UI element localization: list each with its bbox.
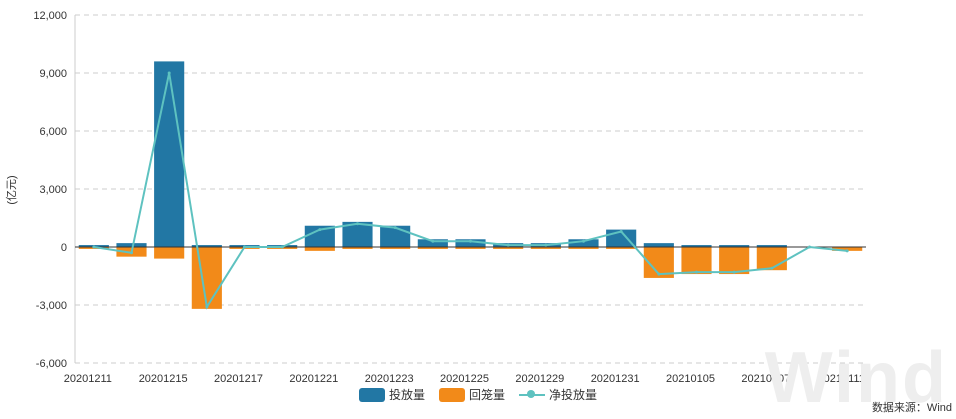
net-point xyxy=(506,243,510,247)
net-point xyxy=(205,305,209,309)
bar-issuance xyxy=(568,239,599,247)
bar-withdrawal xyxy=(191,247,222,309)
y-tick-label: -3,000 xyxy=(36,300,67,312)
net-point xyxy=(130,251,133,255)
x-tick-label: 20201231 xyxy=(591,373,640,385)
bar-withdrawal xyxy=(455,247,486,249)
net-point xyxy=(356,222,359,226)
legend-label-withdrawal: 回笼量 xyxy=(468,388,505,402)
net-point xyxy=(167,71,171,75)
bar-withdrawal xyxy=(380,247,411,249)
y-tick-label: 0 xyxy=(61,242,67,254)
grid-lines xyxy=(74,14,866,364)
net-point xyxy=(431,239,435,243)
x-tick-label: 20201217 xyxy=(214,373,263,385)
bar-withdrawal xyxy=(719,247,750,275)
bar-issuance xyxy=(643,243,674,247)
legend-item-net[interactable]: 净投放量 xyxy=(519,386,597,403)
bar-issuance xyxy=(304,225,335,247)
y-tick-label: 3,000 xyxy=(39,184,67,196)
legend: 投放量 回笼量 净投放量 xyxy=(0,386,956,403)
bar-withdrawal xyxy=(154,247,185,259)
bar-withdrawal xyxy=(681,247,712,275)
x-tick-label: 20201229 xyxy=(515,373,564,385)
net-point xyxy=(808,245,811,249)
bar-withdrawal xyxy=(530,247,561,249)
x-tick-label: 20210107 xyxy=(741,373,790,385)
legend-label-net: 净投放量 xyxy=(549,388,598,402)
bar-issuance xyxy=(756,245,787,247)
bar-issuance xyxy=(116,243,147,247)
x-tick-label: 20201211 xyxy=(64,373,112,385)
net-point xyxy=(695,270,698,274)
x-tick-label: 20201223 xyxy=(365,373,414,385)
bars xyxy=(78,61,863,309)
net-point xyxy=(393,226,397,230)
net-point xyxy=(280,245,284,249)
legend-item-issuance[interactable]: 投放量 xyxy=(358,386,425,403)
bar-issuance xyxy=(681,245,712,247)
legend-swatch-withdrawal xyxy=(438,387,465,402)
y-tick-label: 6,000 xyxy=(39,126,67,138)
legend-swatch-issuance xyxy=(358,387,385,402)
net-point xyxy=(732,270,736,274)
watermark: Wind xyxy=(764,338,948,418)
bar-withdrawal xyxy=(304,247,335,251)
y-axis-label: (亿元) xyxy=(5,175,18,204)
legend-label-issuance: 投放量 xyxy=(388,388,425,402)
x-tick-label: 20210111 xyxy=(818,373,865,385)
net-point xyxy=(582,239,585,243)
net-line xyxy=(92,71,849,310)
net-point xyxy=(770,266,774,270)
bar-withdrawal xyxy=(417,247,448,249)
x-tick-label: 20210105 xyxy=(666,373,715,385)
x-axis-ticks: 20201211 20201215 20201217 20201221 20201223… xyxy=(64,373,865,385)
y-axis-ticks: 12,000 9,000 6,000 3,000 0 -3,000 -6,000 xyxy=(33,10,67,370)
net-point xyxy=(92,245,96,249)
net-point xyxy=(469,239,472,243)
x-tick-label: 20201215 xyxy=(139,373,188,385)
bar-withdrawal xyxy=(606,247,637,249)
source-note: 数据来源：Wind xyxy=(871,402,952,414)
bar-issuance xyxy=(417,239,448,247)
net-point xyxy=(845,249,849,253)
bar-issuance xyxy=(154,61,185,248)
net-point xyxy=(619,230,623,234)
bar-withdrawal xyxy=(832,247,863,251)
net-point xyxy=(243,245,246,249)
legend-item-withdrawal[interactable]: 回笼量 xyxy=(438,386,505,403)
bar-issuance xyxy=(191,245,222,247)
x-tick-label: 20201221 xyxy=(289,373,338,385)
y-tick-label: -6,000 xyxy=(36,358,67,370)
bar-withdrawal xyxy=(568,247,599,249)
bar-withdrawal xyxy=(493,247,524,249)
bar-withdrawal xyxy=(342,247,373,249)
x-tick-label: 20201225 xyxy=(440,373,489,385)
net-point xyxy=(544,243,548,247)
bar-issuance xyxy=(455,239,486,247)
bar-withdrawal xyxy=(756,247,787,271)
y-tick-label: 12,000 xyxy=(33,10,67,22)
bar-issuance xyxy=(719,245,750,247)
net-point xyxy=(657,272,661,276)
y-tick-label: 9,000 xyxy=(39,68,67,80)
net-point xyxy=(318,228,322,232)
legend-swatch-net xyxy=(519,388,545,402)
